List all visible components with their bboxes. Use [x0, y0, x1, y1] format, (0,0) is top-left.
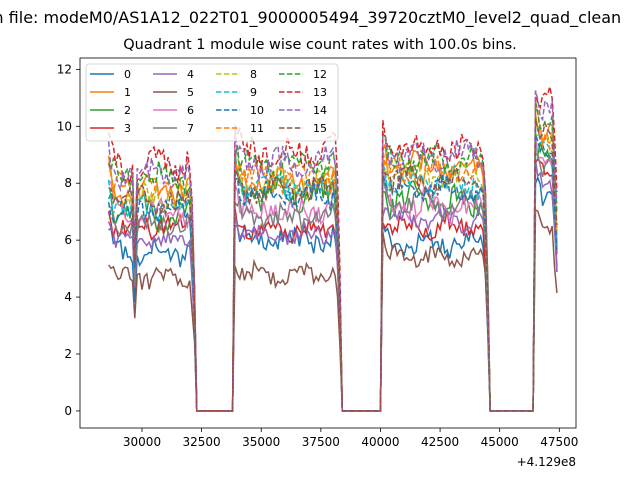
legend-label: 3 [124, 122, 131, 135]
series-line-7 [108, 152, 558, 412]
x-tick-label: 42500 [421, 435, 459, 449]
series-line-8 [108, 126, 558, 412]
y-tick-label: 6 [64, 233, 72, 247]
legend-label: 5 [187, 86, 194, 99]
x-tick-label: 30000 [123, 435, 161, 449]
x-tick-label: 47500 [540, 435, 578, 449]
legend-label: 10 [250, 104, 264, 117]
y-tick-label: 2 [64, 347, 72, 361]
legend-box [85, 63, 339, 142]
series-line-4 [107, 159, 558, 412]
legend-label: 0 [124, 68, 131, 81]
legend-label: 6 [187, 104, 194, 117]
legend-label: 14 [313, 104, 327, 117]
figure-suptitle: m file: modeM0/AS1A12_022T01_9000005494_… [0, 8, 622, 27]
y-tick-label: 4 [64, 290, 72, 304]
y-tick-label: 0 [64, 404, 72, 418]
y-tick-label: 10 [57, 119, 72, 133]
x-tick-label: 32500 [183, 435, 221, 449]
x-tick-label: 37500 [302, 435, 340, 449]
legend-label: 8 [250, 68, 257, 81]
series-line-14 [107, 90, 558, 412]
legend-label: 11 [250, 122, 264, 135]
x-tick-label: 45000 [481, 435, 519, 449]
x-offset-label: +4.129e8 [517, 455, 576, 469]
legend-label: 15 [313, 122, 327, 135]
legend-label: 12 [313, 68, 327, 81]
series-line-15 [108, 118, 558, 412]
series-line-10 [107, 134, 558, 412]
series-line-3 [107, 157, 558, 412]
legend-label: 13 [313, 86, 327, 99]
x-tick-label: 40000 [361, 435, 399, 449]
legend-label: 7 [187, 122, 194, 135]
y-tick-label: 8 [64, 176, 72, 190]
series-line-11 [107, 101, 558, 412]
x-tick-label: 35000 [242, 435, 280, 449]
series-line-5 [108, 208, 558, 412]
y-tick-label: 12 [57, 62, 72, 76]
legend-label: 4 [187, 68, 194, 81]
chart-title: Quadrant 1 module wise count rates with … [123, 37, 517, 53]
legend-label: 2 [124, 104, 131, 117]
legend-label: 9 [250, 86, 257, 99]
legend-label: 1 [124, 86, 131, 99]
plot-frame [79, 57, 577, 429]
